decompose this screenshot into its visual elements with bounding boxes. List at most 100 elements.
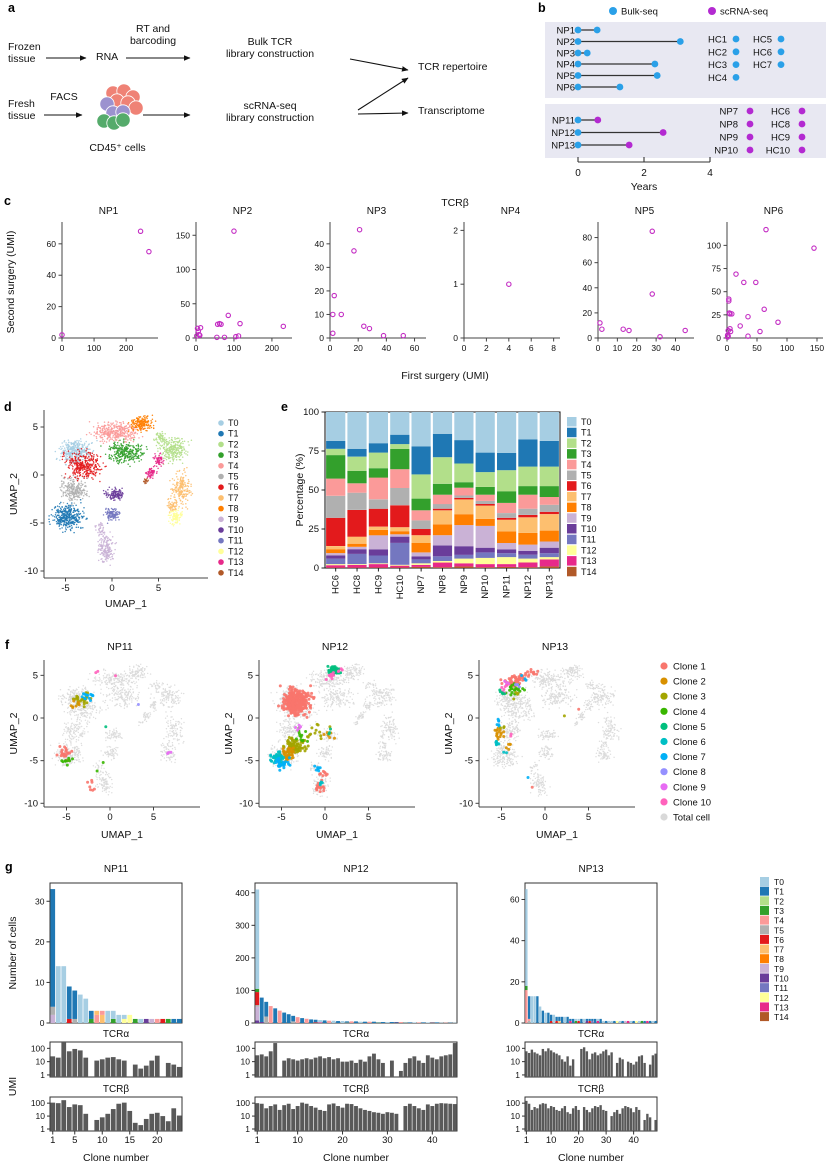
label-transcriptome: Transcriptome [418, 105, 485, 117]
svg-text:10: 10 [315, 309, 325, 319]
label-frozen-tissue-1: Frozen [8, 41, 41, 53]
panel-label-f: f [5, 638, 10, 652]
svg-text:First surgery (UMI): First surgery (UMI) [401, 370, 489, 382]
svg-text:20: 20 [632, 343, 642, 353]
svg-text:150: 150 [176, 230, 190, 240]
svg-text:HC1: HC1 [708, 35, 727, 46]
svg-text:NP13: NP13 [551, 141, 575, 152]
svg-text:60: 60 [47, 239, 57, 249]
svg-text:HC10: HC10 [766, 146, 790, 157]
svg-text:0: 0 [51, 333, 56, 343]
svg-text:50: 50 [752, 343, 762, 353]
svg-text:5: 5 [33, 422, 38, 433]
svg-text:NP2: NP2 [557, 37, 575, 48]
svg-text:NP4: NP4 [557, 60, 575, 71]
panel-label-g: g [5, 860, 13, 874]
svg-text:75: 75 [712, 264, 722, 274]
svg-text:20: 20 [47, 302, 57, 312]
svg-text:-5: -5 [30, 518, 38, 529]
svg-text:30: 30 [651, 343, 661, 353]
svg-text:50: 50 [712, 287, 722, 297]
svg-text:NP6: NP6 [557, 83, 575, 94]
label-rt-1: RT and [135, 23, 171, 35]
label-sc-lib-2: library construction [225, 112, 315, 124]
svg-text:0: 0 [716, 333, 721, 343]
svg-text:60: 60 [410, 343, 420, 353]
label-bulk-lib-2: library construction [225, 48, 315, 60]
svg-text:HC9: HC9 [771, 133, 790, 144]
svg-text:100: 100 [780, 343, 794, 353]
svg-text:50: 50 [181, 299, 191, 309]
svg-text:NP4: NP4 [501, 206, 521, 217]
panel-label-b: b [538, 1, 546, 15]
cd45-cells-icon [96, 83, 144, 131]
svg-text:0: 0 [328, 343, 333, 353]
svg-text:HC7: HC7 [753, 60, 772, 71]
svg-text:NP2: NP2 [233, 206, 253, 217]
label-fresh-tissue-1: Fresh [8, 98, 35, 110]
svg-text:5: 5 [156, 583, 161, 594]
svg-text:4: 4 [707, 168, 713, 179]
label-sc-lib-1: scRNA-seq [243, 100, 297, 112]
label-rt-2: barcoding [129, 35, 177, 47]
svg-text:200: 200 [265, 343, 279, 353]
svg-text:0: 0 [109, 583, 114, 594]
svg-text:NP5: NP5 [557, 71, 575, 82]
svg-text:0: 0 [33, 470, 38, 481]
label-bulk-lib-1: Bulk TCR [247, 36, 293, 48]
svg-text:NP9: NP9 [720, 133, 738, 144]
svg-text:2: 2 [484, 343, 489, 353]
svg-text:60: 60 [583, 258, 593, 268]
svg-text:10: 10 [613, 343, 623, 353]
svg-text:HC4: HC4 [708, 73, 727, 84]
svg-text:0: 0 [453, 333, 458, 343]
svg-text:UMAP_1: UMAP_1 [105, 598, 147, 610]
svg-text:100: 100 [707, 240, 721, 250]
panel-label-e: e [281, 400, 288, 414]
svg-text:40: 40 [671, 343, 681, 353]
svg-text:40: 40 [47, 270, 57, 280]
svg-text:0: 0 [185, 333, 190, 343]
svg-text:NP1: NP1 [557, 26, 575, 37]
svg-text:8: 8 [551, 343, 556, 353]
svg-text:NP3: NP3 [557, 49, 575, 60]
svg-text:-10: -10 [24, 566, 38, 577]
label-cd45-cells: CD45⁺ cells [89, 142, 146, 154]
svg-text:100: 100 [87, 343, 101, 353]
label-facs: FACS [50, 91, 78, 103]
svg-text:2: 2 [641, 168, 647, 179]
panel-label-d: d [4, 400, 12, 414]
svg-text:20: 20 [353, 343, 363, 353]
svg-text:NP7: NP7 [720, 107, 738, 118]
svg-text:HC3: HC3 [708, 60, 727, 71]
panel-label-c: c [4, 194, 11, 208]
svg-text:-5: -5 [61, 583, 69, 594]
workflow-arrows [44, 55, 409, 118]
svg-text:scRNA-seq: scRNA-seq [720, 7, 768, 18]
svg-text:40: 40 [382, 343, 392, 353]
svg-text:NP12: NP12 [551, 128, 575, 139]
panel-label-a: a [8, 1, 15, 15]
svg-text:100: 100 [227, 343, 241, 353]
label-fresh-tissue-2: tissue [8, 110, 36, 122]
label-frozen-tissue-2: tissue [8, 53, 36, 65]
svg-text:80: 80 [583, 233, 593, 243]
svg-text:0: 0 [587, 333, 592, 343]
label-rna: RNA [96, 51, 119, 63]
svg-text:Bulk-seq: Bulk-seq [621, 7, 658, 18]
svg-text:Years: Years [631, 181, 657, 193]
svg-text:NP8: NP8 [720, 120, 738, 131]
svg-text:NP11: NP11 [552, 116, 575, 127]
svg-text:NP1: NP1 [99, 206, 119, 217]
svg-text:TCRβ: TCRβ [441, 197, 469, 209]
svg-text:HC2: HC2 [708, 47, 727, 58]
svg-text:NP5: NP5 [635, 206, 655, 217]
svg-text:4: 4 [506, 343, 511, 353]
svg-text:200: 200 [119, 343, 133, 353]
svg-text:2: 2 [453, 225, 458, 235]
